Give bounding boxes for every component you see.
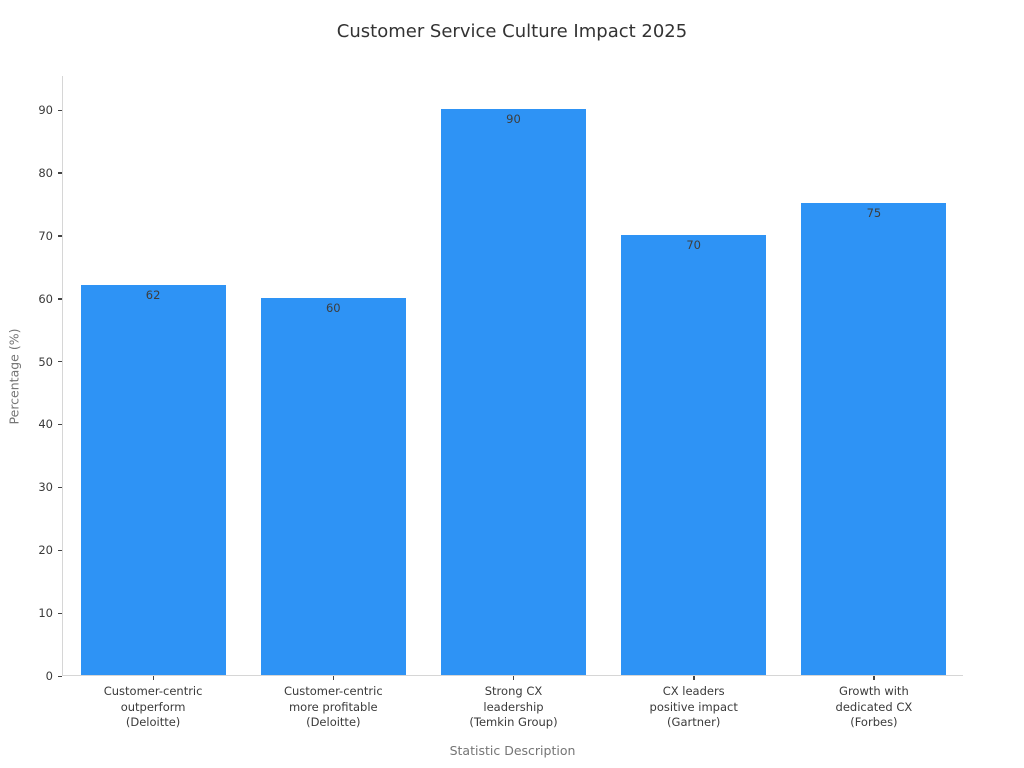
x-category-label-line: Customer-centric bbox=[103, 684, 203, 698]
x-axis-title: Statistic Description bbox=[449, 743, 576, 758]
x-category-label-line: (Deloitte) bbox=[306, 715, 361, 729]
y-tick-mark bbox=[58, 675, 62, 677]
x-tick-mark bbox=[873, 676, 875, 680]
y-tick-mark bbox=[58, 549, 62, 552]
x-category-label-line: leadership bbox=[483, 699, 544, 714]
x-category-label-line: CX leaders bbox=[662, 684, 725, 698]
x-category-label-line: positive impact bbox=[649, 699, 738, 714]
y-tick-mark bbox=[58, 109, 62, 111]
x-tick-mark bbox=[332, 676, 335, 680]
y-tick-label: 30 bbox=[38, 480, 53, 495]
plot-area: 0 10 20 30 40 50 60 70 80 90 62 Customer-centric out… bbox=[38, 76, 963, 729]
y-tick-label: 70 bbox=[38, 228, 53, 243]
bar: 75 bbox=[801, 203, 947, 675]
bar-value-label: 62 bbox=[145, 288, 161, 303]
y-tick-mark bbox=[58, 172, 62, 174]
y-tick-label: 0 bbox=[45, 669, 53, 683]
y-tick-label: 20 bbox=[38, 543, 53, 558]
x-category-label-line: outperform bbox=[120, 699, 186, 714]
x-category-label-line: more profitable bbox=[288, 699, 378, 714]
x-category-label-line: Strong CX bbox=[484, 684, 543, 698]
y-tick-label: 80 bbox=[38, 165, 53, 180]
x-category-label-line: (Temkin Group) bbox=[469, 715, 558, 729]
x-category-label: Strong CX leadership (Temkin Group) bbox=[424, 684, 604, 731]
y-tick-mark bbox=[58, 423, 62, 426]
y-tick-label: 90 bbox=[38, 103, 53, 117]
x-tick-mark bbox=[693, 676, 695, 680]
bar-value-label: 60 bbox=[325, 300, 341, 315]
y-tick-label: 60 bbox=[38, 291, 53, 306]
x-category-label: CX leaders positive impact (Gartner) bbox=[604, 684, 784, 731]
x-category-label-line: dedicated CX bbox=[835, 699, 913, 714]
y-tick-mark bbox=[58, 235, 62, 237]
x-tick-mark bbox=[152, 676, 154, 680]
y-tick-mark bbox=[58, 612, 62, 614]
y-tick-mark bbox=[58, 486, 62, 489]
y-axis-title: Percentage (%) bbox=[6, 328, 22, 424]
bar: 70 bbox=[621, 234, 767, 675]
x-category-label-line: Customer-centric bbox=[283, 684, 383, 698]
x-category-label-line: (Gartner) bbox=[667, 715, 721, 729]
bar: 90 bbox=[441, 109, 586, 675]
x-category-label-line: (Forbes) bbox=[850, 715, 898, 729]
x-category-label: Customer-centric outperform (Deloitte) bbox=[63, 684, 243, 731]
bar-value-label: 90 bbox=[506, 112, 521, 126]
y-tick-label: 10 bbox=[38, 606, 53, 621]
y-tick-label: 40 bbox=[38, 417, 53, 432]
x-category-label: Customer-centric more profitable (Deloitte… bbox=[243, 684, 423, 731]
y-tick-label: 50 bbox=[38, 354, 53, 369]
bar: 62 bbox=[80, 285, 226, 675]
chart-title: Customer Service Culture Impact 2025 bbox=[336, 21, 688, 42]
bar-value-label: 70 bbox=[686, 237, 701, 252]
x-category-label: Growth with dedicated CX (Forbes) bbox=[784, 684, 964, 731]
x-category-label-line: (Deloitte) bbox=[125, 715, 181, 729]
y-tick-mark bbox=[58, 361, 62, 363]
bar-value-label: 75 bbox=[866, 206, 882, 221]
x-tick-mark bbox=[513, 676, 515, 680]
y-tick-mark bbox=[58, 298, 62, 300]
x-category-label-line: Growth with bbox=[839, 684, 909, 698]
bar: 60 bbox=[260, 297, 406, 675]
